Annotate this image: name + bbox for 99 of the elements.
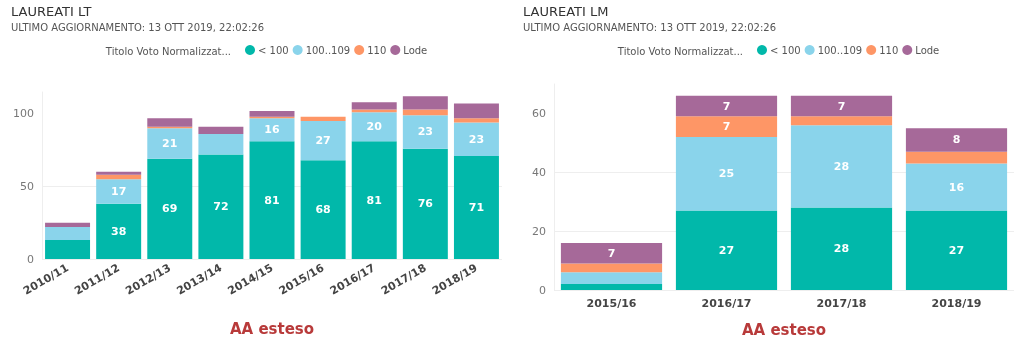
legend-label: < 100 (258, 44, 289, 56)
data-label: 81 (366, 193, 382, 207)
bar (300, 160, 346, 259)
chart-title: LAUREATI LM (523, 4, 609, 19)
data-label: 25 (718, 167, 735, 181)
data-label: 27 (315, 134, 331, 148)
legend-label: Lode (915, 44, 940, 56)
chart-subtitle: ULTIMO AGGIORNAMENTO: 13 OTT 2019, 22:02:26 (523, 21, 776, 33)
bar (790, 125, 893, 208)
bar (905, 210, 1008, 290)
bar (675, 210, 778, 290)
data-label: 17 (111, 184, 127, 198)
bar (905, 128, 1008, 152)
x-axis-title: AA esteso (229, 319, 315, 338)
legend-label: 110 (879, 44, 899, 56)
y-tick-label: 100 (13, 107, 34, 121)
bar (560, 242, 663, 264)
bar (790, 116, 893, 126)
data-label: 72 (213, 200, 229, 214)
bar (351, 112, 397, 142)
data-label: 23 (468, 132, 485, 146)
bar (198, 134, 244, 155)
bar (198, 154, 244, 259)
legend-title: Titolo Voto Normalizzat... (616, 45, 743, 57)
bar (351, 141, 397, 259)
data-label: 7 (837, 99, 846, 113)
x-tick-label: 2015/16 (586, 297, 637, 310)
bar (249, 141, 295, 259)
data-label: 16 (264, 123, 280, 137)
data-label: 27 (718, 243, 735, 257)
data-label: 20 (366, 120, 383, 134)
bar (147, 128, 193, 159)
data-label: 28 (833, 242, 850, 256)
bar (560, 284, 663, 290)
bar (790, 207, 893, 290)
data-label: 69 (162, 202, 178, 216)
x-tick-label: 2017/18 (816, 297, 867, 310)
bar (790, 95, 893, 117)
data-label: 38 (111, 224, 127, 238)
bar (351, 102, 397, 110)
data-label: 28 (833, 159, 850, 173)
data-label: 23 (417, 125, 433, 139)
data-label: 76 (417, 197, 434, 211)
legend-label: < 100 (770, 44, 801, 56)
bar (675, 116, 778, 137)
bar (300, 116, 346, 122)
bar (560, 272, 663, 285)
legend-label: 100..109 (305, 44, 351, 56)
data-label: 16 (948, 180, 965, 194)
y-tick-label: 60 (532, 106, 546, 120)
bar (147, 158, 193, 259)
bar (300, 121, 346, 161)
data-label: 7 (607, 246, 616, 260)
bar (453, 122, 499, 156)
data-label: 7 (722, 99, 731, 113)
bar (675, 136, 778, 211)
x-tick-label: 2018/19 (931, 297, 982, 310)
bar (96, 179, 142, 204)
data-label: 8 (952, 133, 961, 147)
bar (402, 148, 448, 259)
bar (560, 263, 663, 273)
bar (96, 171, 142, 175)
data-label: 7 (722, 120, 731, 134)
bar (351, 109, 397, 113)
bar (402, 115, 448, 149)
y-tick-label: 0 (27, 252, 34, 266)
bar (905, 151, 1008, 164)
bar (675, 95, 778, 117)
bar (45, 240, 91, 259)
legend-label: Lode (403, 44, 428, 56)
bar (45, 227, 91, 241)
bar (96, 174, 142, 180)
data-label: 27 (948, 243, 965, 257)
chart-subtitle: ULTIMO AGGIORNAMENTO: 13 OTT 2019, 22:02:26 (11, 21, 264, 33)
bar (96, 203, 142, 259)
bar (453, 103, 499, 119)
bar (453, 118, 499, 123)
legend-label: 110 (367, 44, 387, 56)
bar (198, 126, 244, 135)
chart-title: LAUREATI LT (11, 4, 92, 19)
legend-title: Titolo Voto Normalizzat... (104, 45, 231, 57)
bar (147, 118, 193, 127)
data-label: 68 (315, 203, 331, 217)
bar (249, 110, 295, 117)
bar (905, 163, 1008, 211)
y-tick-label: 40 (532, 165, 546, 179)
data-label: 21 (162, 137, 178, 151)
bar (45, 222, 91, 228)
x-axis-title: AA esteso (741, 320, 827, 339)
bar (402, 96, 448, 110)
y-tick-label: 20 (532, 224, 546, 238)
data-label: 71 (468, 200, 485, 214)
x-tick-label: 2016/17 (701, 297, 752, 310)
data-label: 81 (264, 193, 280, 207)
bar (402, 109, 448, 116)
y-tick-label: 50 (20, 179, 34, 193)
y-tick-label: 0 (539, 283, 546, 297)
bar (453, 155, 499, 259)
legend-label: 100..109 (817, 44, 863, 56)
